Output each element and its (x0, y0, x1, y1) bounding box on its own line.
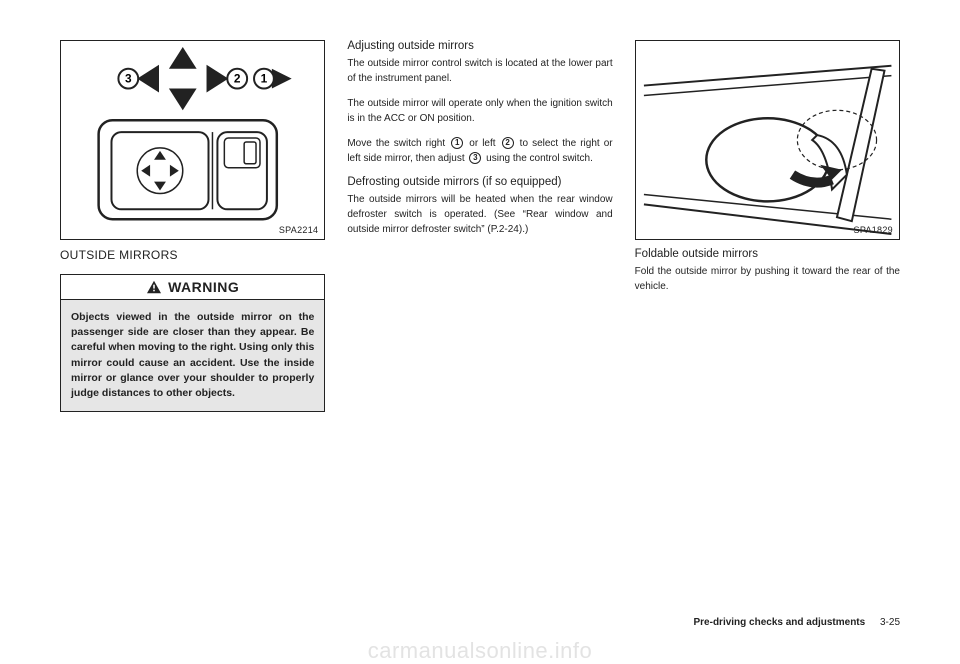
foldable-title: Foldable outside mirrors (635, 248, 900, 260)
svg-text:2: 2 (234, 72, 241, 86)
figure-2-label: SPA1829 (854, 225, 893, 235)
watermark: carmanualsonline.info (368, 638, 593, 664)
p3-text-b: or left (465, 138, 499, 149)
adjusting-title: Adjusting outside mirrors (347, 40, 612, 52)
column-3: SPA1829 Foldable outside mirrors Fold th… (635, 40, 900, 412)
foldable-p1: Fold the outside mirror by pushing it to… (635, 264, 900, 294)
defrosting-p1: The outside mirrors will be heated when … (347, 192, 612, 237)
footer: Pre-driving checks and adjustments 3-25 (693, 617, 900, 628)
circled-1-icon: 1 (451, 137, 463, 149)
svg-text:1: 1 (261, 72, 268, 86)
circled-3-icon: 3 (469, 152, 481, 164)
foldable-mirror-illustration (636, 41, 899, 239)
column-1: 3 2 1 (60, 40, 325, 412)
figure-1-label: SPA2214 (279, 225, 318, 235)
footer-section: Pre-driving checks and adjustments (693, 617, 865, 628)
svg-text:3: 3 (125, 72, 132, 86)
warning-header: WARNING (60, 274, 325, 300)
adjusting-p2: The outside mirror will operate only whe… (347, 96, 612, 126)
mirror-switch-illustration: 3 2 1 (61, 41, 324, 239)
page-content: 3 2 1 (60, 40, 900, 634)
adjusting-p1: The outside mirror control switch is loc… (347, 56, 612, 86)
defrosting-title: Defrosting outside mirrors (if so equipp… (347, 176, 612, 188)
adjusting-p3: Move the switch right 1 or left 2 to sel… (347, 136, 612, 166)
section-title: OUTSIDE MIRRORS (60, 248, 325, 262)
column-2: Adjusting outside mirrors The outside mi… (347, 40, 612, 412)
circled-2-icon: 2 (502, 137, 514, 149)
p3-text-a: Move the switch right (347, 138, 449, 149)
columns-layout: 3 2 1 (60, 40, 900, 412)
footer-page: 3-25 (880, 617, 900, 628)
p3-text-d: using the control switch. (483, 153, 593, 164)
warning-title: WARNING (168, 279, 239, 295)
warning-body: Objects viewed in the outside mirror on … (60, 300, 325, 412)
figure-mirror-switch: 3 2 1 (60, 40, 325, 240)
warning-icon (146, 280, 162, 294)
figure-foldable-mirror: SPA1829 (635, 40, 900, 240)
